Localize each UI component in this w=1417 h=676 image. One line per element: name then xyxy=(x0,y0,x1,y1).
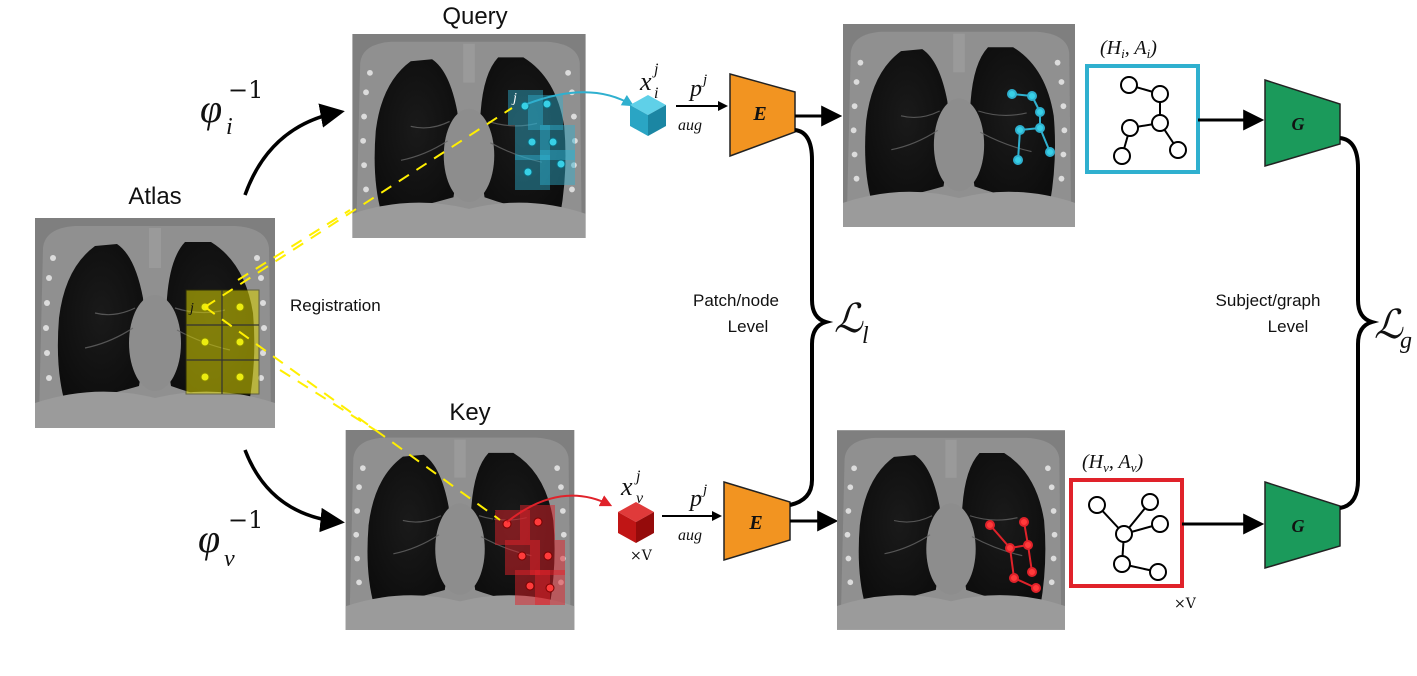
svg-text:Patch/node: Patch/node xyxy=(693,291,779,310)
key-title: Key xyxy=(449,399,490,426)
phi-v-label: φ v −1 xyxy=(198,506,263,572)
atlas-patch-grid: j xyxy=(185,289,260,395)
svg-text:i: i xyxy=(654,85,658,102)
svg-text:Level: Level xyxy=(728,317,769,336)
key-graph-icon xyxy=(1088,493,1169,581)
key-aug-label: p j aug xyxy=(678,482,707,544)
svg-text:φ: φ xyxy=(200,86,222,131)
key-graph-multiplier: ×V xyxy=(1174,596,1197,612)
key-patch-index: j xyxy=(490,509,496,524)
svg-text:v: v xyxy=(636,490,644,507)
key-patches: j xyxy=(490,505,565,605)
local-loss-label: ℒ l xyxy=(834,296,869,349)
phi-v-arrow xyxy=(243,449,345,533)
phi-i-label: φ i −1 xyxy=(200,76,263,140)
svg-text:−1: −1 xyxy=(228,76,263,104)
atlas-title: Atlas xyxy=(128,183,181,210)
svg-text:ℒ: ℒ xyxy=(1374,302,1404,347)
key-cube-icon xyxy=(618,502,654,543)
svg-text:i: i xyxy=(226,114,233,140)
encoder-key: E xyxy=(723,480,791,562)
global-loss-label: ℒ g xyxy=(1374,302,1412,354)
svg-text:G: G xyxy=(1292,516,1305,536)
key-output-graph-overlay xyxy=(985,517,1041,593)
registration-dashed-lines xyxy=(204,107,513,521)
query-aug-label: p j aug xyxy=(678,72,707,134)
svg-text:Subject/graph: Subject/graph xyxy=(1216,291,1321,310)
svg-text:aug: aug xyxy=(678,117,702,134)
svg-text:x: x xyxy=(639,67,652,96)
svg-text:(Hv, Av): (Hv, Av) xyxy=(1082,451,1144,475)
svg-text:E: E xyxy=(752,103,766,125)
svg-text:j: j xyxy=(652,61,659,78)
key-graph-label: (Hv, Av) xyxy=(1082,451,1144,475)
query-title: Query xyxy=(442,3,507,30)
svg-text:j: j xyxy=(634,468,641,485)
query-output-graph-overlay xyxy=(1007,89,1055,165)
svg-text:G: G xyxy=(1292,114,1305,134)
global-loss-brace xyxy=(1339,136,1380,510)
key-cube-label: x v j xyxy=(620,468,644,507)
generator-query: G xyxy=(1264,78,1341,168)
subject-level-label: Subject/graph Level xyxy=(1216,291,1321,336)
svg-text:−1: −1 xyxy=(228,506,263,534)
svg-text:v: v xyxy=(224,546,235,572)
query-graph-icon xyxy=(1113,76,1187,165)
query-graph-label: (Hi, Ai) xyxy=(1100,37,1157,61)
svg-text:E: E xyxy=(748,512,762,534)
svg-text:l: l xyxy=(862,323,869,349)
key-to-cube-arrow xyxy=(506,494,613,523)
svg-text:aug: aug xyxy=(678,527,702,544)
svg-text:φ: φ xyxy=(198,516,220,561)
svg-text:j: j xyxy=(701,482,707,498)
patch-level-label: Patch/node Level xyxy=(693,291,779,336)
query-cube-label: x i j xyxy=(639,61,659,102)
svg-text:p: p xyxy=(688,486,702,512)
atlas-patch-index: j xyxy=(188,301,194,316)
svg-text:ℒ: ℒ xyxy=(834,296,864,341)
svg-text:x: x xyxy=(620,472,633,501)
svg-text:(Hi, Ai): (Hi, Ai) xyxy=(1100,37,1157,61)
svg-text:Level: Level xyxy=(1268,317,1309,336)
local-loss-brace xyxy=(789,128,834,507)
svg-text:g: g xyxy=(1400,328,1412,354)
svg-text:p: p xyxy=(688,76,702,102)
query-to-cube-arrow xyxy=(526,91,635,107)
phi-i-arrow xyxy=(243,103,345,196)
query-cube-icon xyxy=(630,95,666,136)
key-output-ct-image xyxy=(837,429,1065,631)
generator-key: G xyxy=(1264,480,1341,570)
svg-text:j: j xyxy=(701,72,707,88)
registration-label: Registration xyxy=(290,296,381,315)
encoder-query: E xyxy=(729,73,796,158)
query-patch-index: j xyxy=(511,91,517,106)
key-cube-multiplier: ×V xyxy=(630,548,653,564)
